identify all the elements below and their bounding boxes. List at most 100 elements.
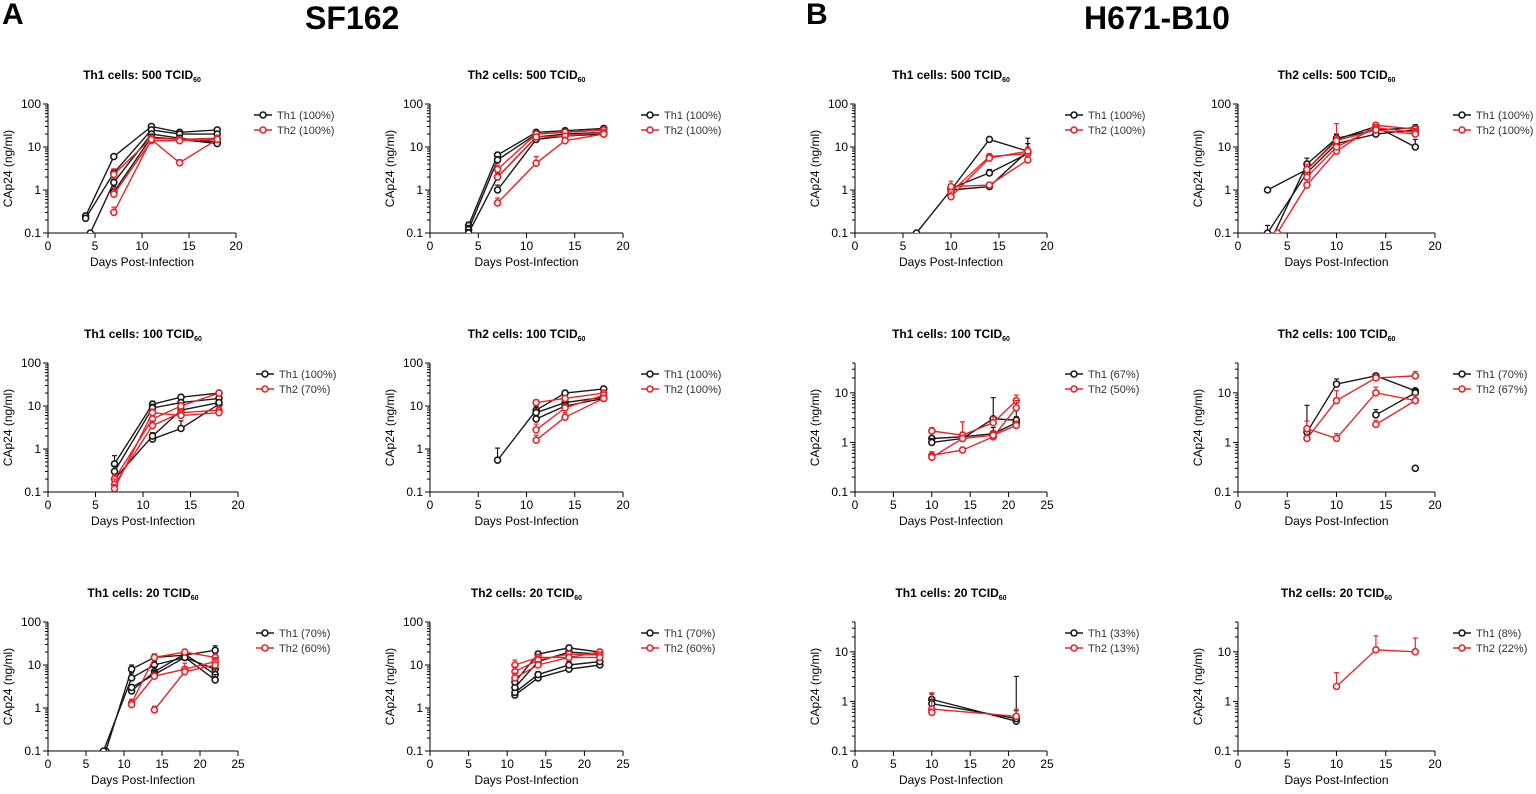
data-point-th2 <box>561 404 569 412</box>
data-point-th2 <box>1273 229 1282 233</box>
y-tick-label: 1 <box>841 183 848 197</box>
chart-title: Th2 cells: 500 TCID60 <box>468 68 586 84</box>
legend-label: Th2 (100%) <box>1476 125 1533 137</box>
x-tick-label: 15 <box>568 239 582 253</box>
data-point-th1 <box>127 665 136 673</box>
x-axis-label: Days Post-Infection <box>91 773 195 787</box>
data-point-th2 <box>150 706 159 714</box>
y-tick-label: 100 <box>403 615 423 629</box>
series-group <box>1332 635 1420 691</box>
y-tick-label: 0.1 <box>1214 226 1231 240</box>
x-tick-label: 0 <box>1235 498 1242 512</box>
x-tick-label: 10 <box>501 757 515 771</box>
legend-marker <box>1070 629 1078 637</box>
x-tick-label: 10 <box>1330 239 1344 253</box>
series-line-th2 <box>497 133 604 204</box>
data-point-th2 <box>561 394 569 403</box>
series-group <box>1263 121 1420 233</box>
series-line-th2 <box>113 138 218 213</box>
chart-3: Th1 cells: 500 TCID60 0.1 1 10 100 0 5 10 15 20 Da… <box>808 68 1145 269</box>
chart-title: Th1 cells: 100 TCID60 <box>84 327 202 343</box>
panel-letter-a: A <box>2 0 24 31</box>
x-tick-label: 5 <box>900 239 907 253</box>
data-point-th1 <box>148 432 157 440</box>
data-point-th2 <box>147 135 156 144</box>
x-tick-label: 5 <box>890 757 897 771</box>
series-line-th1 <box>1375 392 1416 416</box>
data-point-th2 <box>1012 421 1021 430</box>
y-axis-label: CAp24 (ng/ml) <box>1 389 15 466</box>
legend-marker <box>1458 644 1466 652</box>
data-point-th1 <box>211 676 219 684</box>
legend-marker <box>1070 111 1078 119</box>
chart-title: Th2 cells: 20 TCID60 <box>1281 586 1392 602</box>
y-tick-label: 100 <box>1211 97 1231 111</box>
series-group <box>464 124 608 233</box>
y-tick-label: 0.1 <box>831 744 848 758</box>
y-axis-label: CAp24 (ng/ml) <box>1191 130 1205 207</box>
data-point-th2 <box>493 199 502 207</box>
data-point-th2 <box>215 389 223 397</box>
legend-label: Th2 (100%) <box>664 125 721 137</box>
data-point-th2 <box>1411 396 1420 405</box>
legend-marker <box>1458 126 1466 134</box>
chart-title: Th2 cells: 20 TCID60 <box>471 586 582 602</box>
x-tick-label: 15 <box>964 757 978 771</box>
x-tick-label: 5 <box>92 239 99 253</box>
data-point-th2 <box>1303 434 1311 443</box>
x-tick-label: 0 <box>852 498 859 512</box>
x-tick-label: 5 <box>465 757 472 771</box>
chart-8: Th2 cells: 100 TCID60 0.1 1 10 0 5 10 15 20 Days … <box>1191 327 1527 528</box>
y-tick-label: 10 <box>1218 140 1232 154</box>
data-point-th2 <box>177 411 185 420</box>
series-line-th2 <box>931 424 1017 458</box>
x-tick-label: 10 <box>1330 757 1344 771</box>
chart-title: Th1 cells: 500 TCID60 <box>83 68 201 84</box>
data-point-th2 <box>175 158 184 167</box>
chart-title: Th1 cells: 500 TCID60 <box>892 68 1010 84</box>
data-point-th2 <box>927 453 936 462</box>
chart-9: Th1 cells: 20 TCID60 0.1 1 10 100 0 5 10 15 20 25 D… <box>1 586 330 787</box>
data-point-th2 <box>215 408 223 417</box>
series-line-th2 <box>931 708 1017 718</box>
data-point-th2 <box>181 648 189 656</box>
x-tick-label: 20 <box>578 757 592 771</box>
y-tick-label: 0.1 <box>831 226 848 240</box>
chart-title: Th2 cells: 500 TCID60 <box>1278 68 1396 84</box>
x-tick-label: 15 <box>184 498 198 512</box>
data-point-th2 <box>599 394 608 403</box>
series-line-th2 <box>514 653 600 673</box>
y-tick-label: 100 <box>21 97 41 111</box>
data-point-th1 <box>565 644 573 652</box>
x-tick-label: 0 <box>1235 239 1242 253</box>
data-point-th2 <box>1372 420 1380 429</box>
legend-marker <box>1458 629 1466 637</box>
data-point-th2 <box>1303 165 1311 174</box>
data-point-th1 <box>1332 380 1341 388</box>
y-tick-label: 0.1 <box>1214 485 1231 499</box>
data-point-th1 <box>81 214 90 223</box>
data-point-th1 <box>464 229 473 233</box>
legend-marker <box>259 111 267 119</box>
data-point-th2 <box>947 192 955 201</box>
series-line-th1 <box>514 660 600 693</box>
x-tick-label: 0 <box>852 239 859 253</box>
y-tick-label: 0.1 <box>406 485 423 499</box>
y-axis-label: CAp24 (ng/ml) <box>808 648 822 725</box>
x-tick-label: 15 <box>1379 757 1393 771</box>
series-line-th2 <box>1336 649 1416 688</box>
series-line-th1 <box>1273 127 1416 233</box>
legend-marker <box>1458 370 1466 378</box>
x-tick-label: 10 <box>117 757 131 771</box>
y-tick-label: 10 <box>835 140 849 154</box>
data-point-th2 <box>1372 645 1380 654</box>
data-point-th2 <box>211 661 219 669</box>
chart-title: Th2 cells: 100 TCID60 <box>468 327 586 343</box>
legend-label: Th1 (100%) <box>664 369 721 381</box>
y-tick-label: 10 <box>28 399 42 413</box>
y-tick-label: 1 <box>416 701 423 715</box>
data-point-th2 <box>958 434 967 443</box>
data-point-th1 <box>1411 464 1420 473</box>
y-tick-label: 0.1 <box>24 744 41 758</box>
legend-marker <box>1458 111 1466 119</box>
